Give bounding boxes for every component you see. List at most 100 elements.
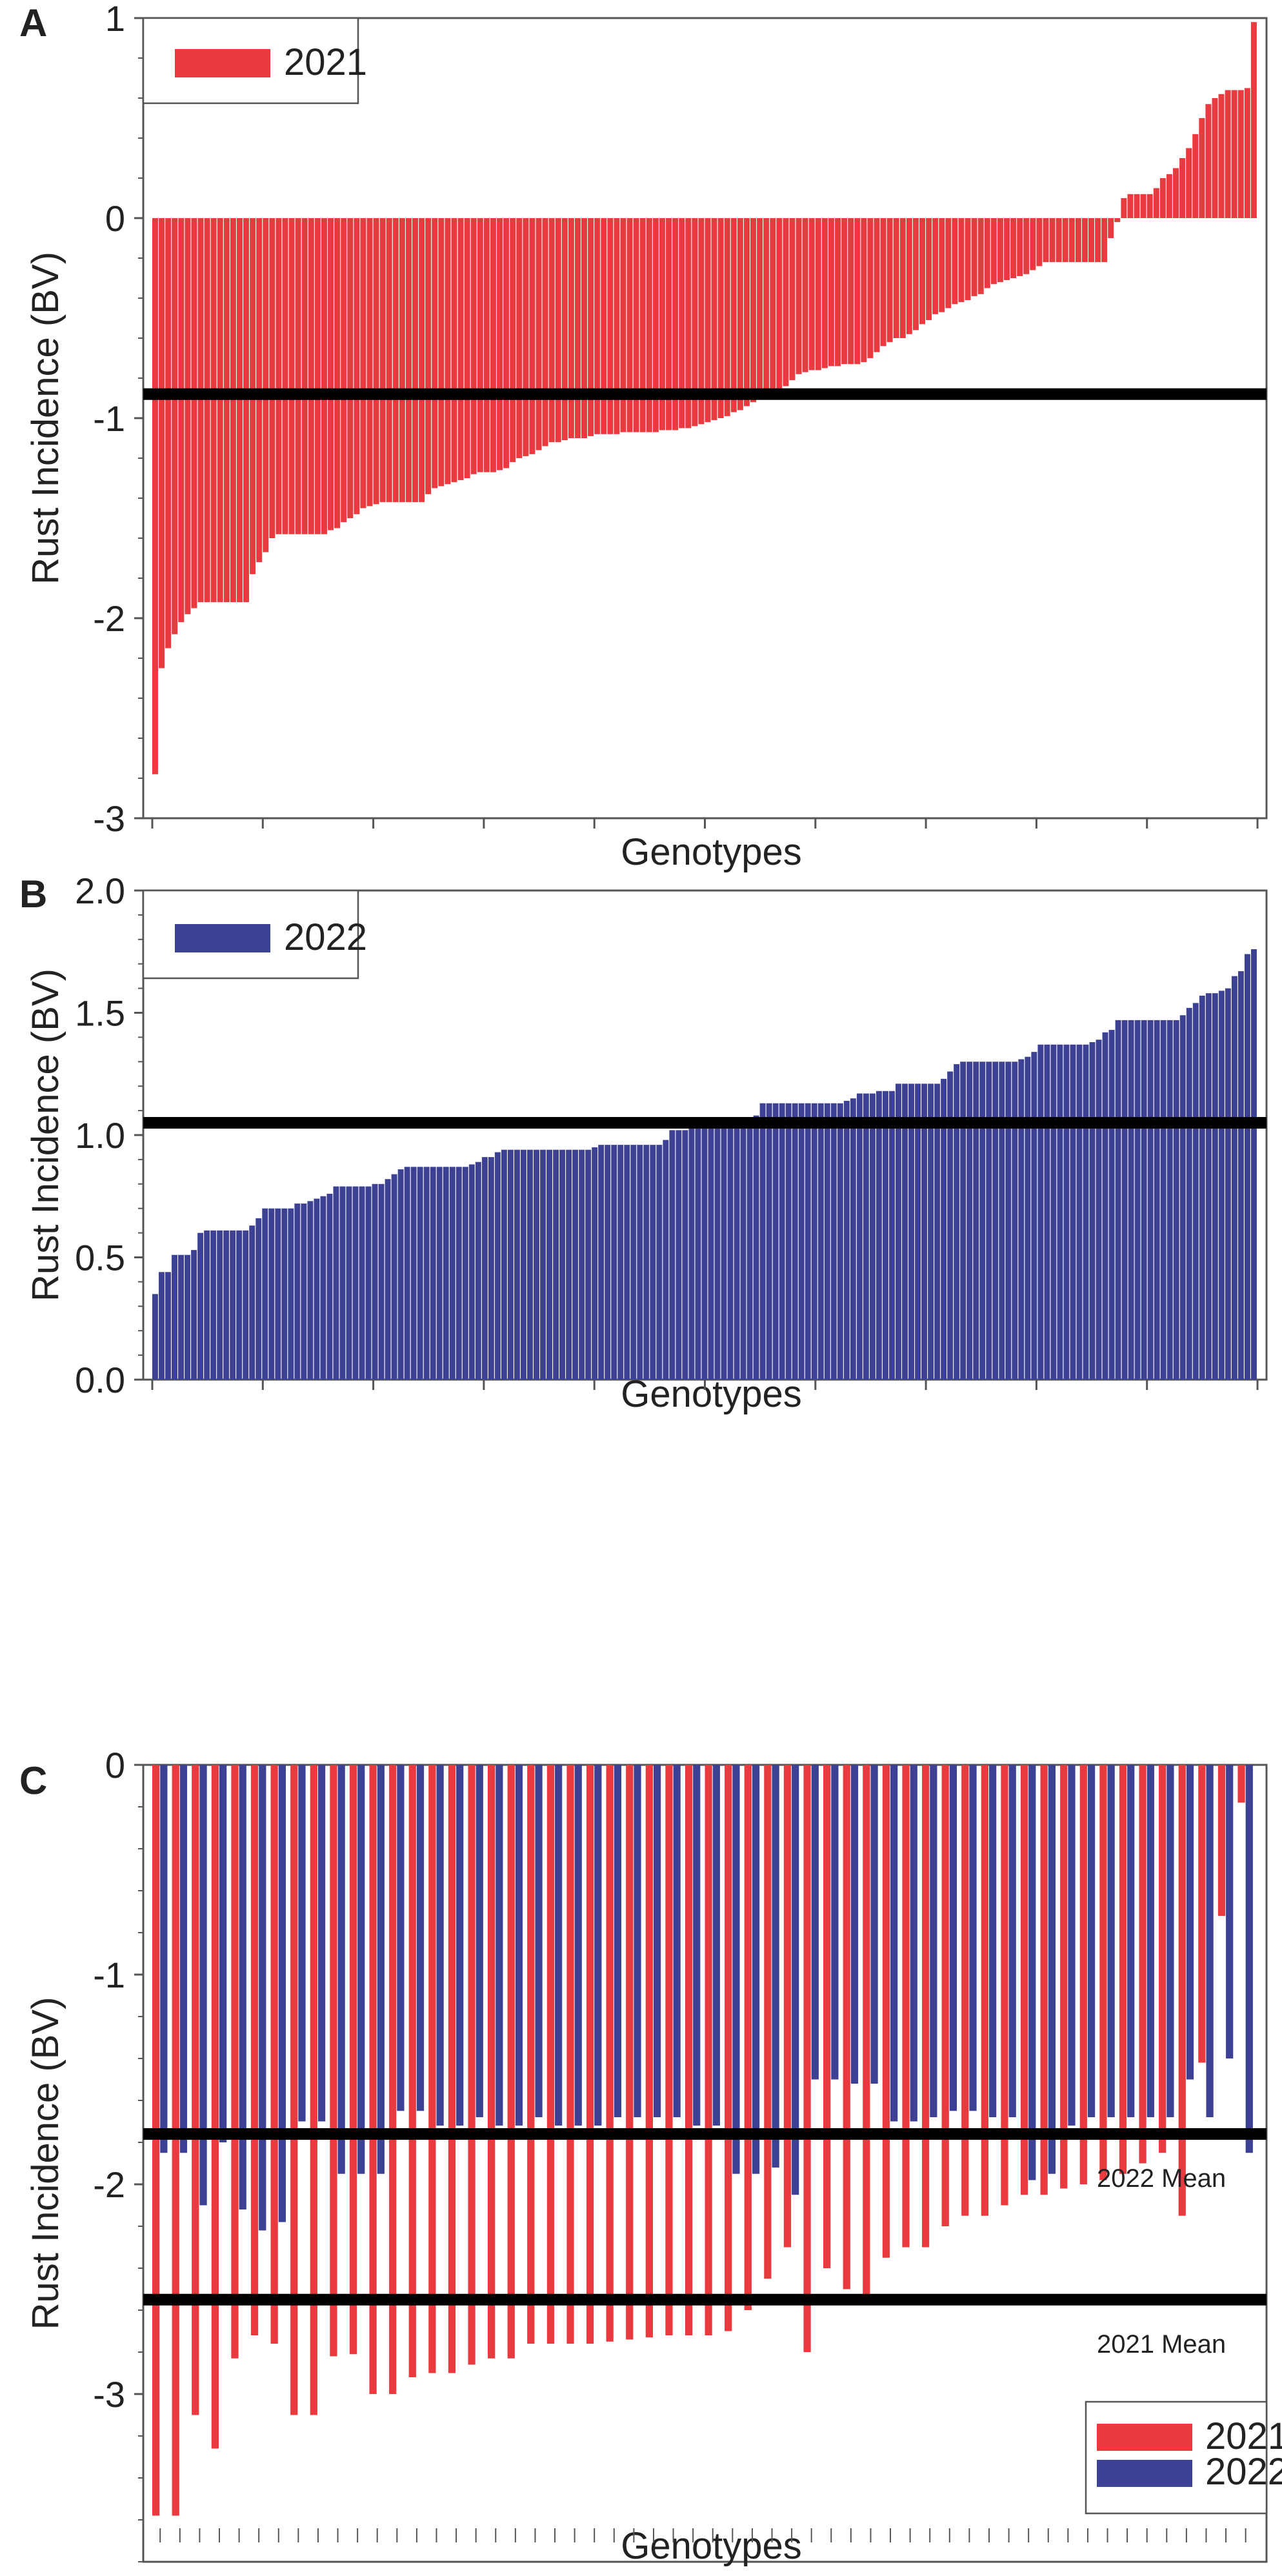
bar-2022 [496,1765,503,2126]
bar-2022 [896,1083,901,1380]
bar-2021 [783,218,789,387]
bar-2021 [882,1765,890,2258]
y-tick-label: 2.0 [75,870,125,911]
bar-2021 [399,218,405,503]
bar-2022 [934,1083,941,1380]
bar-2022 [1044,1044,1050,1380]
bar-2022 [249,1225,255,1380]
bar-2021 [841,218,848,365]
bar-2022 [876,1091,882,1380]
bar-2021 [821,218,828,368]
bar-2022 [572,1149,579,1380]
bar-2021 [717,218,724,418]
bar-2022 [653,1765,661,2117]
bar-2022 [753,1115,759,1380]
bar-2021 [902,1765,910,2248]
bar-2022 [488,1157,494,1380]
bar-2022 [811,1765,819,2080]
x-axis-title: Genotypes [621,831,802,873]
bar-2022 [294,1203,301,1380]
y-tick-label: 0 [105,1745,125,1786]
bar-2021 [354,218,360,514]
bar-2021 [510,218,516,463]
y-tick-label: -2 [93,598,125,639]
bar-2021 [666,218,672,430]
bar-2021 [1139,1765,1147,2164]
bar-2021 [269,218,275,538]
bar-2021 [197,218,204,603]
bar-2021 [223,218,230,603]
bar-2022 [436,1765,444,2126]
bar-2022 [1096,1040,1102,1380]
bar-2022 [902,1083,908,1380]
bar-2022 [693,1765,701,2126]
bar-2022 [404,1167,410,1380]
bar-2022 [1107,1765,1115,2117]
bar-2022 [792,1103,798,1380]
bar-2022 [708,1123,714,1380]
bar-2022 [385,1179,391,1380]
bar-2021 [1020,1765,1028,2195]
bar-2022 [969,1765,977,2111]
bar-2021 [310,1765,317,2415]
bar-2021 [945,218,952,308]
bar-2021 [341,218,347,523]
bar-2021 [1068,218,1075,263]
legend-label: 2021 [1205,2415,1282,2457]
y-tick-label: 1.5 [75,993,125,1034]
bar-2021 [646,218,652,432]
bar-2021 [776,218,783,390]
bar-2022 [1028,1765,1036,2180]
bar-2021 [386,218,392,503]
bar-2021 [921,1765,930,2248]
bar-2021 [546,1765,555,2344]
bar-2021 [711,218,717,421]
bar-2022 [695,1125,701,1380]
bar-2022 [1089,1041,1096,1380]
bar-2022 [630,1145,637,1380]
bar-2022 [494,1152,501,1380]
bar-2021 [1244,88,1250,218]
bar-2022 [869,1093,876,1380]
bar-2022 [217,1230,223,1380]
bar-2021 [1114,218,1121,223]
bar-2022 [230,1230,236,1380]
bar-2021 [971,218,977,296]
bar-2022 [199,1765,207,2206]
y-tick-label: 1.0 [75,1115,125,1156]
y-axis-title: Rust Incidence (BV) [25,252,66,585]
legend-swatch-2022 [175,924,270,952]
bar-2022 [721,1123,727,1380]
bar-2021 [230,218,236,603]
bar-2022 [443,1167,449,1380]
bar-2021 [330,1765,337,2357]
bar-2022 [732,1765,740,2174]
bar-2022 [805,1103,811,1380]
bar-2022 [960,1062,967,1380]
bar-2021 [1010,218,1017,278]
bar-2021 [369,1765,377,2394]
bar-2022 [1199,995,1205,1380]
bar-2021 [172,218,178,634]
bar-2021 [1095,218,1101,263]
bar-2021 [1237,90,1244,218]
bar-2021 [210,218,217,603]
bar-2021 [191,218,197,609]
bar-2021 [743,218,750,407]
bar-2021 [958,218,965,303]
bar-2021 [379,218,386,503]
bar-2022 [337,1765,345,2174]
bar-2021 [899,218,906,338]
bar-2022 [779,1103,785,1380]
bar-2021 [1108,218,1114,238]
bar-2022 [688,1127,695,1380]
bar-2022 [676,1130,682,1380]
y-axis-title: Rust Incidence (BV) [25,1997,66,2330]
bar-2021 [288,218,295,534]
y-tick-label: 1 [105,0,125,39]
bar-2021 [614,218,620,434]
bar-2021 [1088,218,1094,263]
bar-2021 [1062,218,1068,263]
bar-2022 [889,1091,895,1380]
